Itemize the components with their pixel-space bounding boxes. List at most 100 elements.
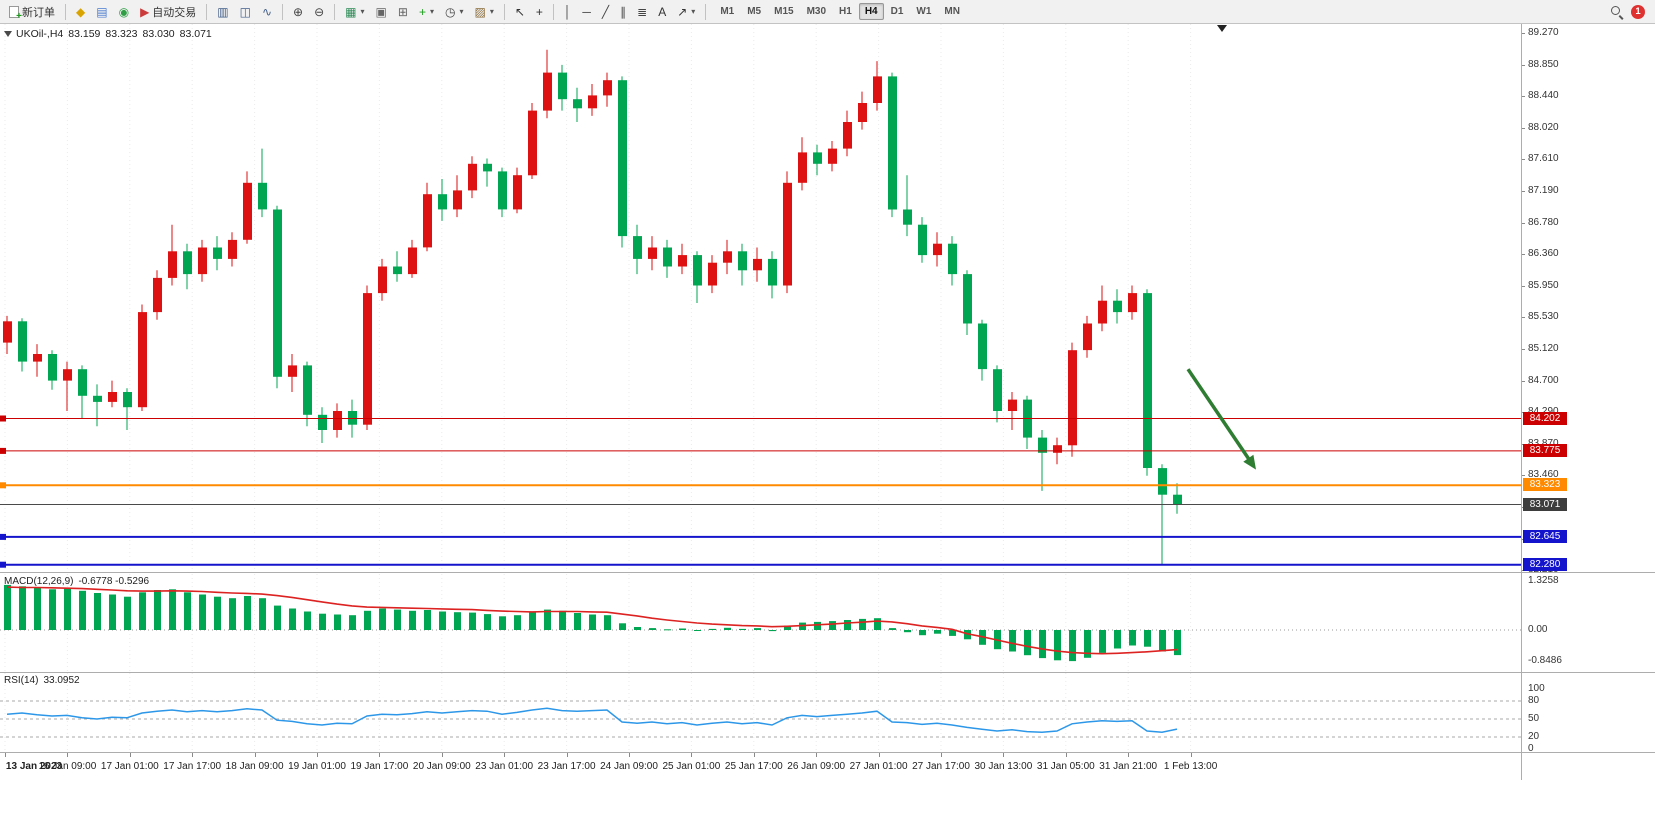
fibonacci-button[interactable]: ≣ [632, 2, 652, 22]
timeframe-h1-button[interactable]: H1 [839, 6, 852, 17]
candle [63, 369, 72, 381]
timeframe-m5-button[interactable]: M5 [747, 6, 762, 17]
time-axis-tick [1190, 753, 1192, 757]
market-watch-button[interactable]: ◆ [71, 2, 90, 22]
candle [513, 175, 522, 210]
timeframe-d1-button[interactable]: D1 [890, 6, 904, 17]
macd-values: -0.6778 -0.5296 [78, 576, 150, 587]
rsi-axis-label: 100 [1528, 683, 1545, 694]
templates-button[interactable]: ▨ ▾ [469, 2, 498, 22]
auto-trading-button[interactable]: ▶ 自动交易 [135, 2, 201, 22]
trend-arrow[interactable] [1186, 368, 1253, 464]
price-axis-label: 83.460 [1528, 469, 1559, 481]
support-line-82645-handle[interactable] [0, 533, 6, 540]
candle [348, 411, 357, 425]
price-axis-tick [1521, 127, 1525, 129]
time-axis-tick [504, 753, 506, 757]
crosshair-button[interactable]: + [531, 2, 548, 22]
rsi-axis-label: 80 [1528, 695, 1540, 706]
candle [633, 236, 642, 259]
crosshair-icon: + [535, 4, 543, 19]
support-line-82280-handle[interactable] [0, 561, 6, 568]
candle [828, 148, 837, 164]
resistance-line-83775-handle[interactable] [0, 447, 6, 454]
timeframe-mn-button[interactable]: MN [944, 6, 960, 17]
candle [963, 274, 972, 324]
strategy-tester-button[interactable]: ◉ [114, 2, 134, 22]
candle [903, 209, 912, 225]
price-axis-label: 88.850 [1528, 58, 1559, 70]
time-axis-label: 18 Jan 09:00 [225, 761, 284, 772]
time-axis-tick [317, 753, 318, 757]
bar-chart-button[interactable]: ▥ [212, 2, 233, 22]
time-axis-tick [67, 753, 69, 757]
toolbar-separator [552, 3, 554, 20]
price-axis-label: 86.360 [1528, 248, 1559, 260]
candlestick-chart-button[interactable]: ◫ [235, 2, 256, 22]
rsi-pane-separator[interactable] [0, 672, 1655, 673]
price-axis[interactable]: 89.270 88.850 88.440 88.020 87.610 87.190 86.7… [1521, 24, 1655, 575]
trendline-button[interactable]: ╱ [597, 2, 614, 22]
rsi-axis-label: 20 [1528, 731, 1540, 742]
resistance-line-84202-handle[interactable] [0, 415, 6, 422]
profiles-button[interactable]: ▣ [371, 2, 392, 22]
search-icon[interactable] [1610, 5, 1623, 18]
notification-badge[interactable]: 1 [1631, 4, 1645, 19]
timeframe-m1-button[interactable]: M1 [720, 6, 735, 17]
one-click-trading-icon[interactable] [4, 31, 12, 37]
arrows-button[interactable]: ↗ ▾ [672, 2, 700, 22]
price-axis-tick [1521, 285, 1525, 287]
macd-axis-label: 1.3258 [1528, 574, 1559, 586]
tile-windows-button[interactable]: ⊞ [393, 2, 413, 22]
candle [768, 258, 777, 286]
candle [48, 354, 57, 381]
chart-window[interactable]: UKOil-,H4 83.159 83.323 83.030 83.071 89… [0, 24, 1655, 824]
toolbar-separator [206, 3, 208, 20]
channel-button[interactable]: ∥ [615, 2, 631, 22]
horizontal-line-button[interactable]: ─ [577, 2, 596, 22]
timeframe-m30-button[interactable]: M30 [806, 6, 827, 17]
timeframe-w1-button[interactable]: W1 [916, 6, 932, 17]
price-axis-tick [1521, 254, 1525, 256]
timeframe-h4-button[interactable]: H4 [858, 3, 884, 20]
vertical-line-button[interactable]: │ [559, 2, 577, 22]
time-axis-label: 1 Feb 13:00 [1163, 761, 1218, 772]
time-axis[interactable]: 13 Jan 2023 16 Jan 09:00 17 Jan 01:00 17 Ja… [0, 753, 1655, 780]
macd-plot[interactable] [0, 574, 1521, 671]
cursor-button[interactable]: ↖ [510, 2, 530, 22]
toolbar-separator [503, 3, 505, 20]
new-order-button[interactable]: 新订单 [4, 2, 60, 22]
indicators-button[interactable]: + ▾ [414, 2, 439, 22]
candles-series [3, 49, 1182, 565]
toolbar-groups: 新订单 ◆▤◉▶自动交易 ▥◫∿ ⊕ ⊖ ▦▾▣⊞+▾◷▾▨▾ ↖ + │─╱∥≣A↗▾ [4, 2, 710, 22]
time-axis-label: 31 Jan 05:00 [1036, 761, 1095, 772]
candle [273, 209, 282, 377]
support-line-83323-handle[interactable] [0, 482, 6, 489]
axis-border [1521, 24, 1522, 780]
periods-button[interactable]: ◷ ▾ [440, 2, 469, 22]
zoom-out-icon: ⊖ [314, 4, 325, 19]
main-chart-plot[interactable] [0, 24, 1521, 572]
macd-histogram [4, 584, 1181, 662]
line-chart-button[interactable]: ∿ [257, 2, 277, 22]
chart-shift-marker[interactable] [1217, 25, 1227, 32]
candle [1068, 350, 1077, 446]
candle [213, 247, 222, 259]
macd-pane-separator[interactable] [0, 572, 1655, 573]
zoom-out-button[interactable]: ⊖ [309, 2, 329, 22]
data-window-button[interactable]: ▤ [91, 2, 112, 22]
candle [543, 72, 552, 111]
chart-close-value: 83.071 [179, 28, 212, 40]
dropdown-caret-icon: ▾ [429, 7, 434, 16]
candle [723, 251, 732, 263]
zoom-in-button[interactable]: ⊕ [288, 2, 308, 22]
text-button[interactable]: A [653, 2, 671, 22]
new-chart-button[interactable]: ▦ ▾ [340, 2, 369, 22]
time-axis-separator [0, 752, 1655, 753]
rsi-plot[interactable] [0, 673, 1521, 752]
macd-name: MACD(12,26,9) [4, 576, 74, 587]
rsi-line [6, 707, 1178, 733]
candle [648, 247, 657, 259]
toolbar-right: 1 [1610, 4, 1651, 19]
timeframe-m15-button[interactable]: M15 [774, 6, 794, 17]
